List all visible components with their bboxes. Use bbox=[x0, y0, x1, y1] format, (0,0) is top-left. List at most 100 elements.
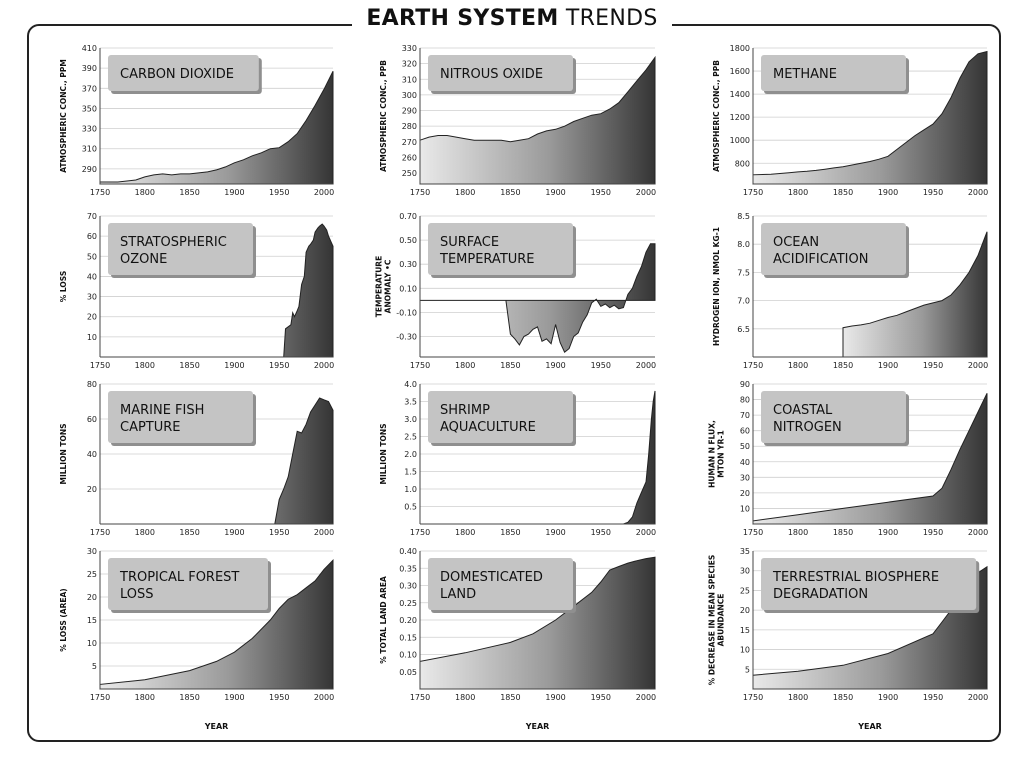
panel-ocean: 6.5 7.0 7.5 8.0 8.5 1750 1800 1850 1900 1950 2000 H… bbox=[712, 212, 988, 370]
y-tick-label: 1600 bbox=[730, 67, 750, 76]
y-tick-label: 25 bbox=[740, 586, 750, 595]
y-tick-label: 30 bbox=[87, 293, 97, 302]
y-tick-label: 10 bbox=[87, 639, 97, 648]
series-area-fish bbox=[100, 397, 334, 525]
x-tick-label: 2000 bbox=[968, 693, 988, 702]
x-tick-label: 1850 bbox=[833, 693, 853, 702]
panel-ozone: 10 20 30 40 50 60 70 1750 1800 1850 1900 1950 2000 % … bbox=[59, 212, 334, 370]
title-box bbox=[761, 391, 906, 443]
x-tick-label: 1900 bbox=[545, 693, 565, 702]
panel-shrimp: 0.5 1.0 1.5 2.0 2.5 3.0 3.5 4.0 1750 1800 1850 1900… bbox=[379, 380, 656, 537]
y-tick-label: 5 bbox=[745, 665, 750, 674]
x-tick-label: 1750 bbox=[743, 188, 763, 197]
y-axis-label-line: ATMOSPHERIC CONC., PPM bbox=[59, 59, 68, 173]
main-title-bold: EARTH SYSTEM bbox=[366, 6, 559, 31]
x-tick-label: 2000 bbox=[636, 693, 656, 702]
x-tick-label: 1850 bbox=[833, 361, 853, 370]
x-tick-label: 1900 bbox=[878, 188, 898, 197]
x-tick-label: 1900 bbox=[224, 361, 244, 370]
y-axis-label-line: ANOMALY •C bbox=[384, 259, 393, 313]
x-tick-label: 1750 bbox=[743, 361, 763, 370]
y-tick-label: 0.70 bbox=[399, 212, 417, 221]
y-axis-label-line: TEMPERATURE bbox=[375, 256, 384, 317]
x-tick-label: 1800 bbox=[788, 188, 808, 197]
panel-temp: -0.30 -0.10 0.10 0.30 0.50 0.70 1750 1800 1850 19… bbox=[375, 212, 657, 370]
y-tick-label: 0.50 bbox=[399, 236, 417, 245]
panel-title: METHANE bbox=[773, 67, 837, 82]
x-tick-label: 1950 bbox=[591, 693, 611, 702]
y-tick-label: 8.5 bbox=[737, 212, 750, 221]
y-tick-label: 1.5 bbox=[404, 468, 417, 477]
y-axis-label: % TOTAL LAND AREA bbox=[379, 576, 388, 664]
y-tick-label: 60 bbox=[740, 427, 750, 436]
x-tick-label: 1850 bbox=[179, 528, 199, 537]
x-tick-label: 1900 bbox=[224, 188, 244, 197]
x-axis-label: YEAR bbox=[525, 722, 550, 731]
title-box bbox=[108, 55, 259, 91]
x-tick-label: 1950 bbox=[269, 188, 289, 197]
y-tick-label: 20 bbox=[740, 489, 750, 498]
y-tick-label: 60 bbox=[87, 232, 97, 241]
series-area-shrimp bbox=[420, 390, 656, 525]
x-tick-label: 1800 bbox=[455, 188, 475, 197]
y-tick-label: 8.0 bbox=[737, 240, 750, 249]
y-tick-label: 3.0 bbox=[404, 415, 417, 424]
x-tick-label: 1850 bbox=[179, 188, 199, 197]
panel-title: DEGRADATION bbox=[773, 587, 868, 602]
panel-title: MARINE FISH bbox=[120, 403, 204, 418]
y-tick-label: 310 bbox=[402, 75, 417, 84]
x-tick-label: 1750 bbox=[410, 188, 430, 197]
panel-title: OZONE bbox=[120, 252, 167, 267]
y-tick-label: 15 bbox=[740, 626, 750, 635]
panel-title: SURFACE bbox=[440, 235, 499, 250]
y-axis-label-line: ABUNDANCE bbox=[717, 594, 726, 647]
x-tick-label: 1950 bbox=[591, 188, 611, 197]
y-axis-label-line: % LOSS bbox=[59, 271, 68, 302]
x-tick-label: 1800 bbox=[455, 693, 475, 702]
x-tick-label: 1950 bbox=[269, 528, 289, 537]
title-box bbox=[428, 558, 573, 610]
series-area-ozone bbox=[100, 223, 334, 358]
y-tick-label: 35 bbox=[740, 547, 750, 556]
y-tick-label: 800 bbox=[735, 159, 750, 168]
y-tick-label: 330 bbox=[402, 44, 417, 53]
title-box bbox=[761, 223, 906, 275]
y-tick-label: 30 bbox=[87, 547, 97, 556]
x-tick-label: 1850 bbox=[833, 188, 853, 197]
x-tick-label: 1900 bbox=[878, 693, 898, 702]
x-tick-label: 2000 bbox=[314, 528, 334, 537]
y-tick-label: 10 bbox=[740, 646, 750, 655]
y-tick-label: 40 bbox=[87, 272, 97, 281]
y-tick-label: 370 bbox=[82, 84, 97, 93]
series-area-forest bbox=[99, 558, 334, 690]
x-tick-label: 1750 bbox=[90, 693, 110, 702]
main-title: EARTH SYSTEM TRENDS bbox=[352, 6, 672, 31]
x-tick-label: 1900 bbox=[878, 361, 898, 370]
x-tick-label: 1950 bbox=[923, 188, 943, 197]
y-tick-label: 70 bbox=[87, 212, 97, 221]
panel-title: NITROUS OXIDE bbox=[440, 67, 543, 82]
y-tick-label: 1800 bbox=[730, 44, 750, 53]
y-tick-label: 390 bbox=[82, 64, 97, 73]
x-tick-label: 1850 bbox=[179, 693, 199, 702]
x-tick-label: 1750 bbox=[743, 528, 763, 537]
x-tick-label: 1750 bbox=[410, 693, 430, 702]
x-tick-label: 1900 bbox=[878, 528, 898, 537]
y-tick-label: 30 bbox=[740, 567, 750, 576]
series-area-ocean bbox=[842, 231, 988, 358]
x-tick-label: 1850 bbox=[500, 188, 520, 197]
x-tick-label: 2000 bbox=[636, 528, 656, 537]
x-tick-label: 1900 bbox=[224, 528, 244, 537]
y-tick-label: 410 bbox=[82, 44, 97, 53]
x-tick-label: 1750 bbox=[410, 361, 430, 370]
y-tick-label: 4.0 bbox=[404, 380, 417, 389]
y-tick-label: 20 bbox=[740, 606, 750, 615]
series-area-co2 bbox=[99, 70, 334, 185]
y-axis-label: HYDROGEN ION, NMOL KG-1 bbox=[712, 227, 721, 346]
x-tick-label: 1800 bbox=[135, 693, 155, 702]
panel-title: LAND bbox=[440, 587, 476, 602]
y-axis-label: ATMOSPHERIC CONC., PPB bbox=[379, 60, 388, 172]
y-tick-label: 30 bbox=[740, 473, 750, 482]
panel-title: CAPTURE bbox=[120, 420, 181, 435]
x-tick-label: 2000 bbox=[636, 188, 656, 197]
